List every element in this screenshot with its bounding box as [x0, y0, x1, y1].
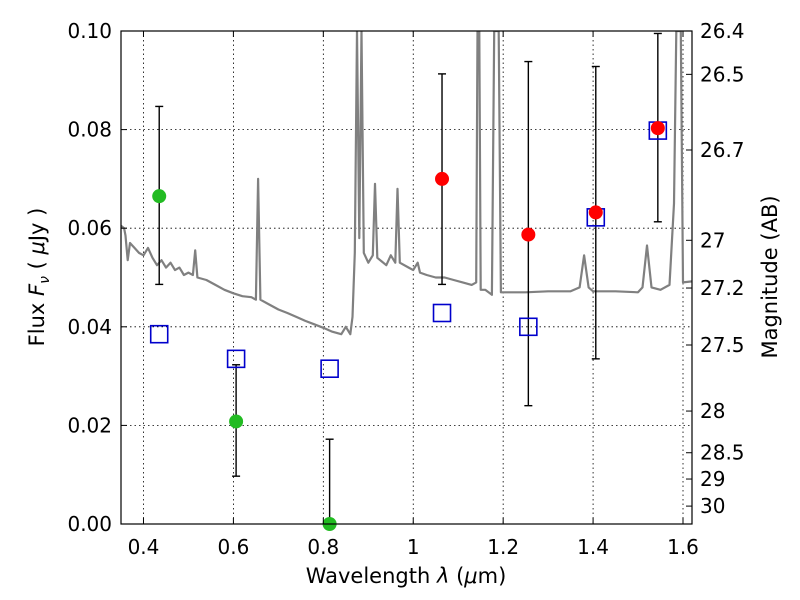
x-tick-label: 1.6 — [667, 535, 699, 559]
x-tick-label: 0.8 — [307, 535, 339, 559]
y-tick-label: 0.02 — [67, 413, 112, 437]
low-sn-point — [229, 414, 244, 429]
mag-tick-label: 28 — [700, 399, 725, 423]
y2-axis-label: Magnitude (AB) — [758, 195, 782, 358]
y-tick-label: 0.04 — [67, 315, 112, 339]
plot-frame — [120, 30, 693, 525]
y-tick-label: 0.00 — [67, 512, 112, 536]
x-tick-label: 1 — [407, 535, 420, 559]
model-box — [320, 359, 339, 379]
y-tick-label: 0.08 — [67, 118, 112, 142]
mag-tick-label: 29 — [700, 467, 725, 491]
spectrum-layer — [121, 31, 692, 336]
mag-tick-label: 26.5 — [700, 62, 745, 86]
axis-ticks: 0.4 0.6 0.8 1 1.2 1.4 1.6 0.00 0.02 0.04 0.06 0.08 0… — [67, 19, 744, 559]
y-tick-label: 0.06 — [67, 216, 112, 240]
detection-point — [521, 227, 536, 242]
detection-point — [435, 171, 450, 186]
model-box — [432, 303, 452, 323]
model-box — [149, 324, 169, 344]
x-tick-label: 1.2 — [487, 535, 519, 559]
model-box — [519, 317, 538, 337]
y-tick-label: 0.10 — [67, 19, 112, 43]
mag-tick-label: 26.7 — [700, 138, 745, 162]
mag-tick-label: 27.2 — [700, 276, 745, 300]
mag-tick-label: 27 — [700, 228, 725, 252]
x-tick-label: 1.4 — [577, 535, 609, 559]
data-marks — [149, 32, 668, 531]
mag-tick-label: 28.5 — [700, 441, 745, 465]
detection-point — [588, 205, 603, 220]
y-axis-label: Flux Fν ( μJy ) — [25, 208, 53, 347]
x-tick-label: 0.6 — [217, 535, 249, 559]
plot-background — [121, 31, 692, 524]
spectrum-line — [121, 31, 692, 336]
mag-tick-label: 27.5 — [700, 333, 745, 357]
model-box — [226, 349, 246, 369]
x-tick-label: 0.4 — [128, 535, 160, 559]
mag-tick-label: 26.4 — [700, 19, 745, 43]
low-sn-point — [152, 189, 167, 204]
x-axis-label: Wavelength λ (μm) — [306, 564, 507, 588]
detection-point — [650, 121, 665, 136]
mag-tick-label: 30 — [700, 494, 725, 518]
